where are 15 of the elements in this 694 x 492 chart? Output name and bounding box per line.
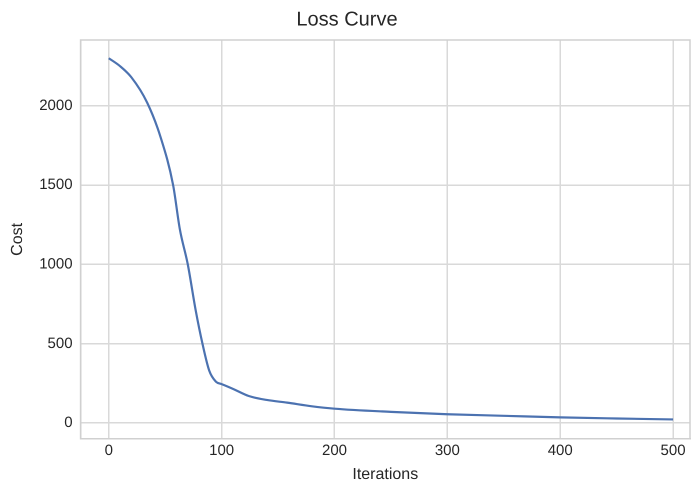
x-tick-label: 500 — [660, 442, 686, 459]
y-tick-label: 0 — [64, 414, 73, 432]
x-tick-label: 200 — [322, 442, 348, 459]
x-tick-label: 400 — [548, 442, 573, 459]
x-tick-label: 0 — [104, 442, 113, 459]
x-tick-label: 100 — [209, 442, 234, 459]
y-tick-label: 2000 — [39, 96, 73, 114]
y-axis-title: Cost — [9, 222, 26, 256]
y-tick-label: 1000 — [39, 256, 73, 273]
chart-title: Loss Curve — [296, 8, 398, 31]
y-tick-label: 1500 — [39, 176, 73, 194]
line-series — [108, 57, 674, 421]
y-tick-label: 500 — [48, 334, 73, 352]
x-tick-label: 300 — [434, 442, 460, 459]
x-axis-title: Iterations — [352, 466, 418, 483]
